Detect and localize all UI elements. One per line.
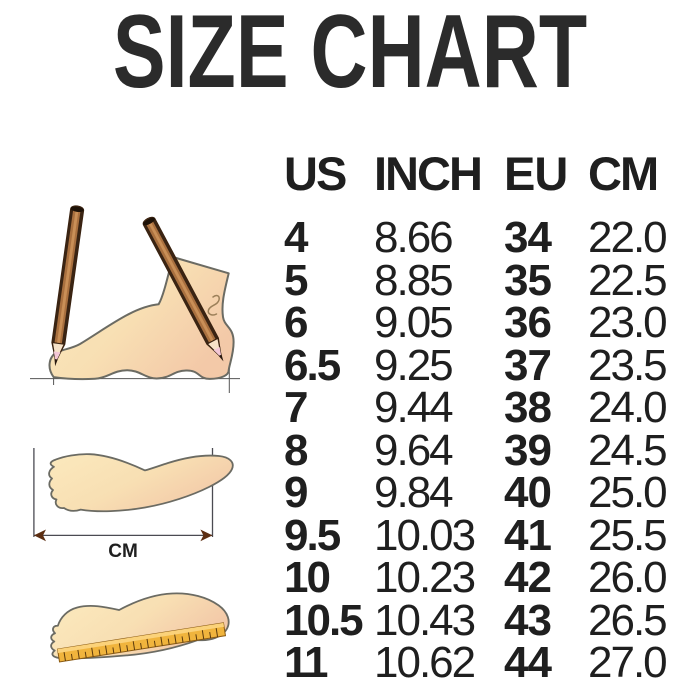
svg-text:CM: CM (108, 541, 138, 560)
